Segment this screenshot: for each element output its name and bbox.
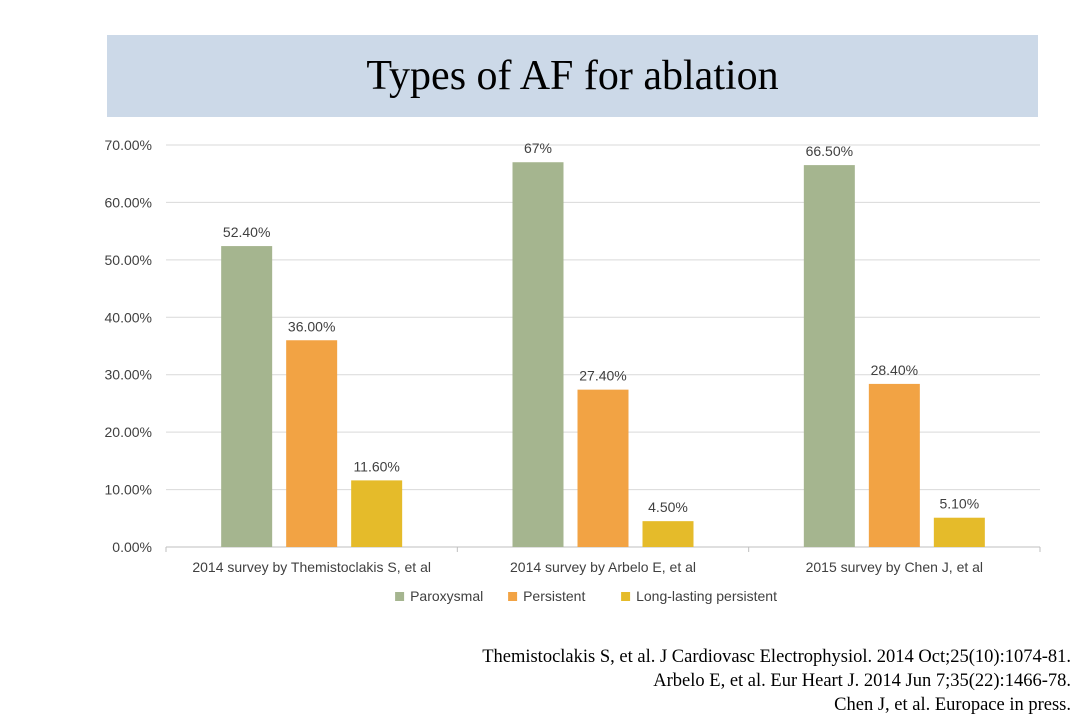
y-tick-label: 50.00% [105, 252, 152, 268]
bar [577, 389, 629, 547]
y-tick-label: 40.00% [105, 309, 152, 325]
legend-label: Persistent [523, 588, 585, 604]
data-label: 52.40% [223, 224, 270, 240]
legend-swatch [621, 592, 631, 601]
data-label: 4.50% [648, 499, 688, 515]
data-label: 28.40% [871, 362, 918, 378]
data-label: 36.00% [288, 318, 335, 334]
y-tick-label: 70.00% [105, 137, 152, 153]
y-tick-label: 60.00% [105, 194, 152, 210]
reference-3: Chen J, et al. Europace in press. [834, 695, 1071, 715]
legend-label: Long-lasting persistent [636, 588, 777, 604]
data-label: 66.50% [806, 143, 853, 159]
reference-2: Arbelo E, et al. Eur Heart J. 2014 Jun 7… [653, 671, 1071, 691]
bar [351, 480, 403, 547]
x-tick-label: 2014 survey by Themistoclakis S, et al [192, 559, 431, 575]
legend-swatch [508, 592, 518, 601]
data-label: 67% [524, 140, 552, 156]
legend-swatch [395, 592, 405, 601]
bar [933, 517, 985, 547]
references: Themistoclakis S, et al. J Cardiovasc El… [482, 645, 1071, 717]
bar [642, 521, 694, 547]
reference-1: Themistoclakis S, et al. J Cardiovasc El… [482, 647, 1071, 667]
data-label: 27.40% [579, 368, 626, 384]
bar [221, 246, 273, 547]
slide-title: Types of AF for ablation [366, 53, 779, 99]
data-label: 5.10% [939, 496, 979, 512]
bar [286, 340, 338, 547]
bar-chart: 0.00% 10.00% 20.00% 30.00% 40.00% 50.00% 60.00… [105, 137, 1041, 604]
data-label: 11.60% [353, 458, 399, 474]
title-banner: Types of AF for ablation [107, 35, 1038, 117]
legend-label: Paroxysmal [410, 588, 483, 604]
bar [512, 162, 564, 547]
bar [868, 383, 920, 547]
y-tick-label: 30.00% [105, 367, 152, 383]
y-tick-label: 10.00% [105, 482, 152, 498]
y-tick-label: 20.00% [105, 424, 152, 440]
y-tick-label: 0.00% [112, 539, 152, 555]
x-tick-label: 2014 survey by Arbelo E, et al [510, 559, 696, 575]
x-tick-label: 2015 survey by Chen J, et al [806, 559, 983, 575]
bar [803, 165, 855, 547]
